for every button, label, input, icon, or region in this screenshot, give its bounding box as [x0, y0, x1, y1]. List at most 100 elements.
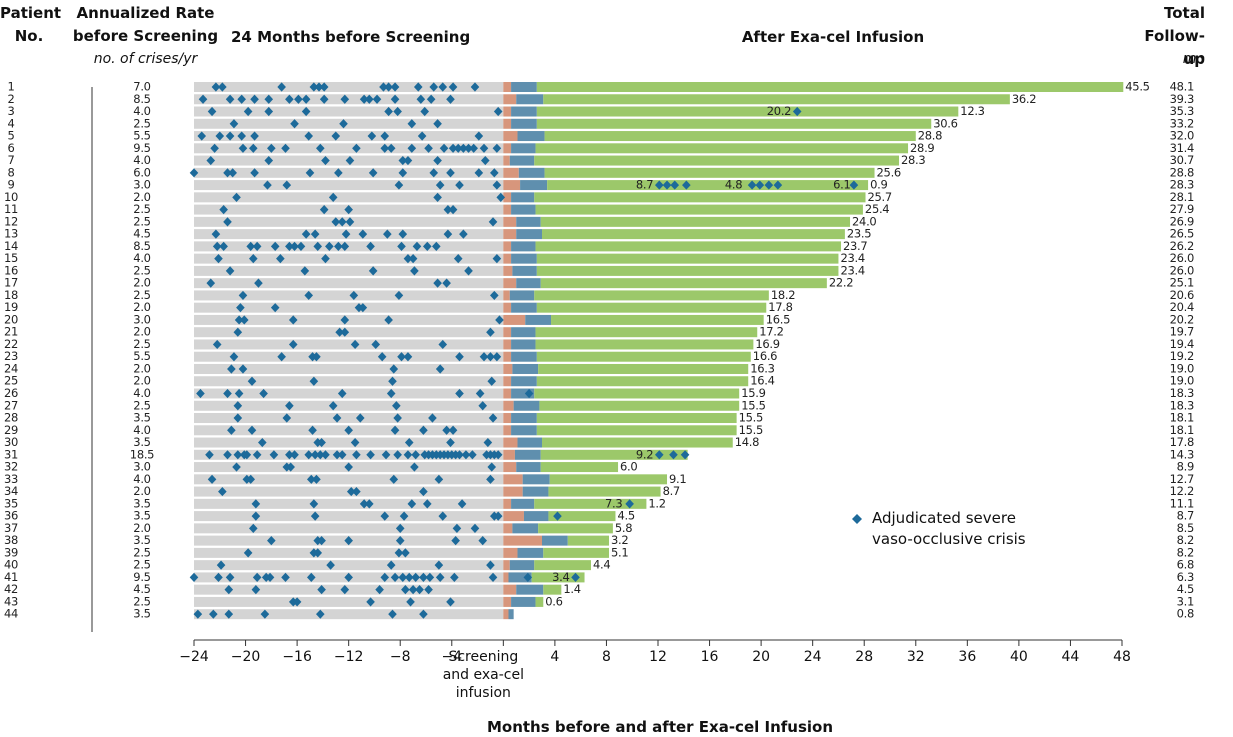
conditioning-bar: [503, 94, 517, 105]
crisis-free-label: 3.2: [611, 533, 628, 547]
crisis-marker: [455, 450, 464, 460]
conditioning-bar: [503, 253, 512, 264]
crisis-marker: [223, 217, 232, 227]
crisis-free-label: 22.2: [829, 276, 853, 290]
crisis-marker: [413, 82, 423, 92]
crisis-free-label: 28.3: [901, 153, 925, 167]
crisis-free-label: 25.7: [868, 190, 892, 204]
crisis-marker: [250, 131, 259, 141]
followup-bar: [538, 363, 749, 374]
crisis-marker: [193, 609, 203, 619]
crisis-marker: [264, 155, 274, 166]
annualized-rate: 18.5: [130, 447, 154, 461]
total-followup: 26.9: [1170, 214, 1194, 228]
crisis-marker: [254, 278, 263, 288]
crisis-free-label: 16.6: [753, 349, 777, 363]
patient-number: 41: [4, 570, 18, 584]
crisis-marker: [300, 266, 310, 276]
total-followup: 18.3: [1170, 386, 1194, 400]
annualized-rate: 4.5: [133, 227, 150, 241]
patient-number: 28: [4, 411, 18, 425]
followup-bar: [543, 584, 562, 595]
engraftment-bar: [509, 560, 535, 571]
crisis-free-label: 7.3: [605, 496, 622, 510]
crisis-marker: [236, 303, 245, 313]
crisis-marker: [331, 217, 341, 227]
crisis-marker: [334, 168, 343, 178]
annualized-rate: 2.5: [133, 545, 150, 559]
crisis-marker: [438, 82, 448, 92]
crisis-marker: [419, 609, 428, 619]
crisis-marker: [381, 450, 391, 460]
crisis-marker: [232, 462, 241, 472]
total-followup: 27.9: [1170, 202, 1194, 216]
crisis-marker: [316, 450, 325, 460]
crisis-marker: [313, 241, 323, 251]
x-tick-label: 32: [906, 649, 925, 665]
patient-number: 33: [4, 472, 18, 486]
pre-window: [194, 511, 504, 522]
conditioning-bar: [503, 547, 518, 558]
crisis-free-label: 28.9: [910, 141, 934, 155]
engraftment-bar: [511, 376, 537, 387]
patient-number: 26: [4, 386, 18, 400]
pre-window: [194, 596, 504, 607]
annualized-rate: 2.5: [133, 398, 150, 412]
crisis-marker: [263, 180, 272, 190]
crisis-marker: [433, 155, 442, 166]
crisis-marker: [424, 143, 433, 153]
crisis-marker: [372, 94, 382, 104]
crisis-marker: [270, 241, 280, 251]
engraftment-bar: [516, 584, 544, 595]
crisis-marker: [487, 376, 497, 386]
crisis-marker: [433, 278, 442, 288]
crisis-marker: [265, 572, 275, 582]
pre-window: [194, 560, 504, 571]
crisis-marker: [211, 229, 221, 239]
engraftment-bar: [511, 413, 537, 424]
crisis-marker: [301, 106, 311, 117]
patient-number: 22: [4, 337, 18, 351]
engraftment-bar: [511, 204, 536, 215]
engraftment-bar: [517, 547, 544, 558]
crisis-marker: [312, 352, 321, 362]
conditioning-bar: [503, 425, 512, 436]
total-followup: 12.2: [1170, 484, 1194, 498]
x-tick-label: 24: [803, 649, 822, 665]
annualized-rate: 2.5: [133, 214, 150, 228]
patient-number: 40: [4, 558, 18, 572]
pre-window: [194, 106, 504, 117]
crisis-marker: [224, 609, 234, 619]
total-followup: 19.0: [1170, 374, 1194, 388]
pre-window: [194, 376, 504, 387]
crisis-marker: [344, 572, 353, 582]
annualized-rate: 2.0: [133, 361, 150, 375]
followup-bar: [534, 155, 900, 166]
crisis-marker: [479, 143, 489, 153]
annualized-rate: 3.5: [133, 435, 150, 449]
engraftment-bar: [512, 523, 539, 534]
crisis-marker: [654, 450, 664, 460]
total-followup: 18.3: [1170, 398, 1194, 412]
followup-bar: [535, 241, 842, 252]
pre-window: [194, 609, 504, 620]
crisis-marker: [281, 572, 290, 582]
crisis-marker: [524, 388, 534, 399]
engraftment-bar: [508, 572, 532, 583]
crisis-marker: [410, 462, 419, 472]
crisis-marker: [211, 82, 221, 92]
header-followup: Total Follow-up: [1144, 4, 1205, 68]
crisis-free-label: 0.9: [870, 178, 887, 192]
total-followup: 6.3: [1177, 570, 1194, 584]
crisis-marker: [246, 241, 256, 251]
crisis-marker: [398, 572, 408, 582]
annualized-rate: 9.5: [133, 570, 150, 584]
crisis-marker: [225, 94, 235, 104]
crisis-marker: [455, 352, 464, 362]
crisis-marker: [493, 450, 503, 460]
crisis-marker: [464, 266, 473, 276]
patient-number: 12: [4, 214, 18, 228]
crisis-marker: [486, 327, 495, 337]
crisis-marker: [296, 241, 306, 251]
